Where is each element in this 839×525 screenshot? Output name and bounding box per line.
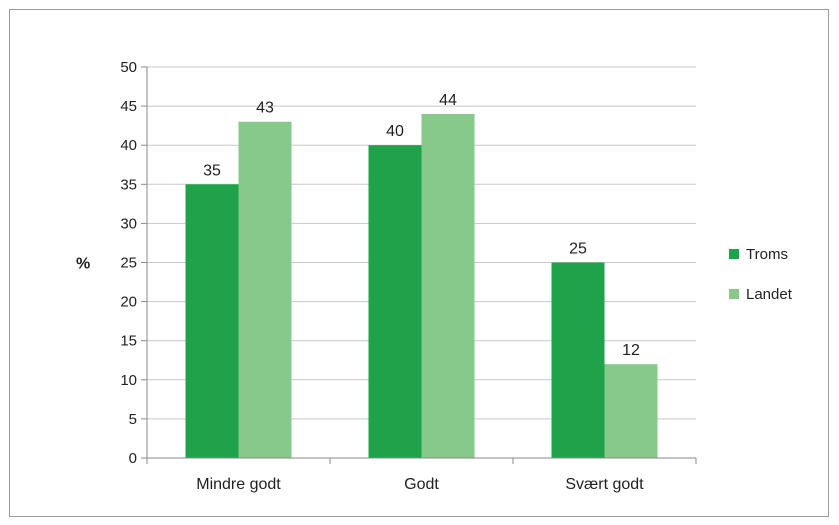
legend-label-troms: Troms	[746, 246, 788, 263]
y-tick-label: 50	[120, 59, 137, 76]
y-tick-label: 40	[120, 137, 137, 154]
y-tick-label: 0	[129, 450, 137, 467]
legend-swatch-landet	[729, 289, 739, 299]
chart-frame: 0 5 10 15 20 25 30 35 40 45 50 35 43 40 44 25 12 Mindre…	[9, 9, 829, 517]
y-tick-label: 15	[120, 333, 137, 350]
y-tick-label: 45	[120, 98, 137, 115]
data-label: 25	[569, 241, 587, 258]
data-label: 35	[203, 162, 221, 179]
category-label: Godt	[404, 476, 439, 493]
bar-landet	[422, 114, 475, 458]
data-label: 12	[622, 342, 640, 359]
category-label: Mindre godt	[196, 476, 281, 493]
legend: Troms Landet	[729, 246, 793, 303]
y-tick-label: 30	[120, 215, 137, 232]
data-label: 43	[256, 100, 274, 117]
bar-troms	[369, 145, 422, 458]
bar-troms	[186, 184, 239, 458]
data-label: 44	[439, 92, 457, 109]
bars: 35 43 40 44 25 12	[186, 92, 658, 458]
data-label: 40	[386, 123, 404, 140]
y-tick-label: 5	[129, 411, 137, 428]
y-tick-label: 25	[120, 255, 137, 272]
bar-chart: 0 5 10 15 20 25 30 35 40 45 50 35 43 40 44 25 12 Mindre…	[10, 10, 828, 516]
category-label: Svært godt	[565, 476, 644, 493]
y-axis-label: %	[76, 256, 90, 273]
bar-landet	[605, 364, 658, 458]
legend-swatch-troms	[729, 249, 739, 259]
y-tick-label: 20	[120, 294, 137, 311]
y-axis: 0 5 10 15 20 25 30 35 40 45 50	[120, 59, 147, 467]
bar-troms	[552, 263, 605, 459]
legend-label-landet: Landet	[746, 286, 793, 303]
bar-landet	[239, 122, 292, 458]
x-axis: Mindre godt Godt Svært godt	[147, 458, 696, 493]
y-tick-label: 10	[120, 372, 137, 389]
y-tick-label: 35	[120, 176, 137, 193]
